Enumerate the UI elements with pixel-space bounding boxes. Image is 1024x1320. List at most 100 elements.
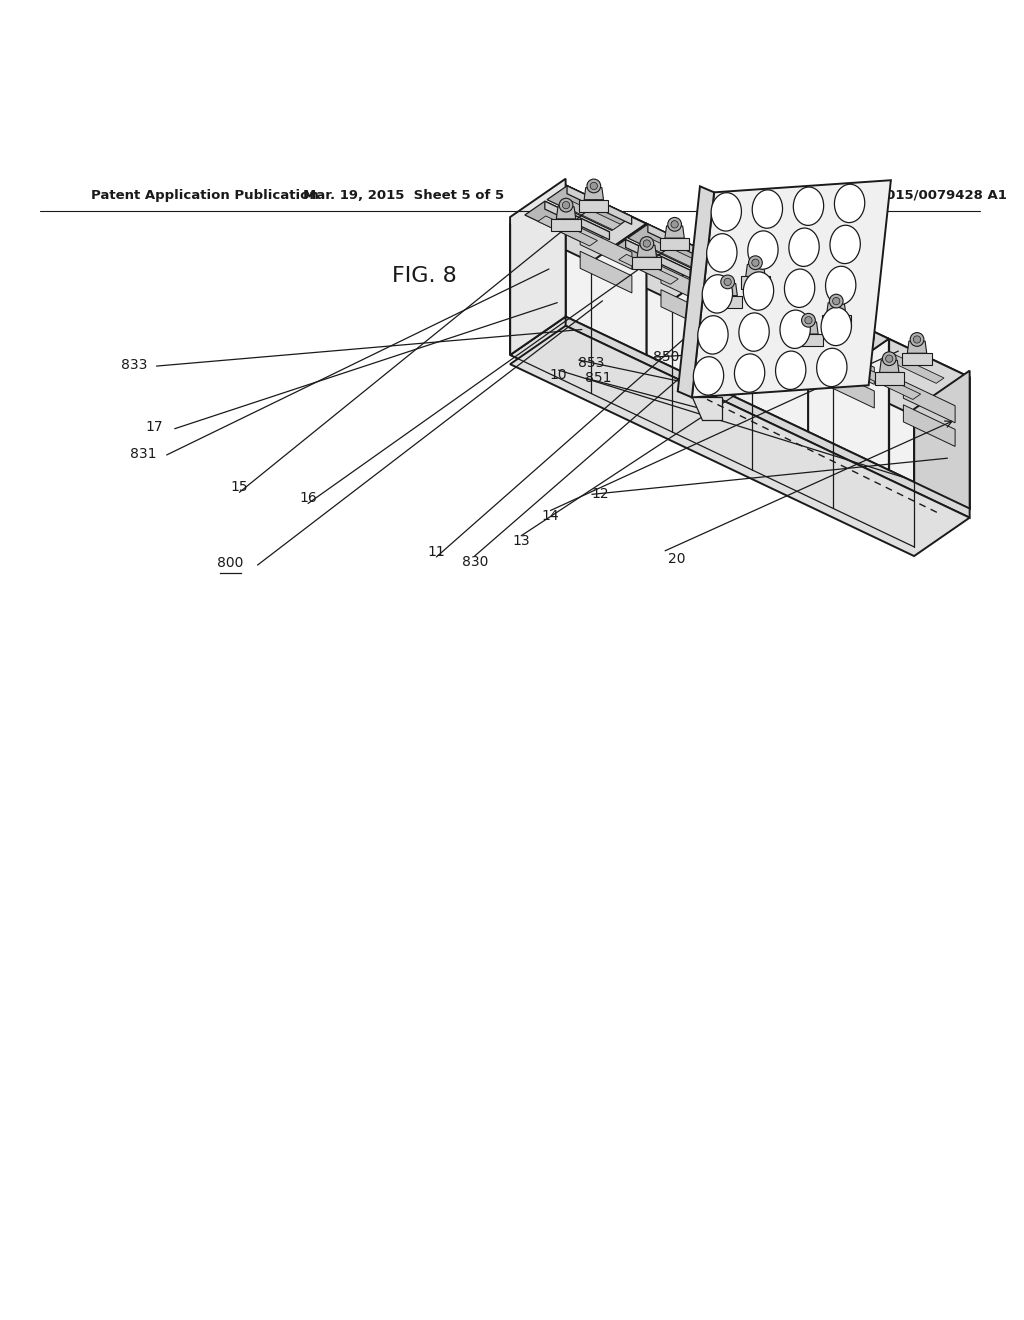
Circle shape xyxy=(886,355,893,362)
Polygon shape xyxy=(787,317,852,355)
Text: 833: 833 xyxy=(121,358,147,372)
Text: Mar. 19, 2015  Sheet 5 of 5: Mar. 19, 2015 Sheet 5 of 5 xyxy=(303,189,505,202)
Ellipse shape xyxy=(702,275,732,313)
Circle shape xyxy=(643,240,650,247)
Ellipse shape xyxy=(753,190,782,228)
Circle shape xyxy=(883,352,896,366)
Circle shape xyxy=(829,294,843,308)
Polygon shape xyxy=(581,251,632,293)
Polygon shape xyxy=(767,317,852,360)
Circle shape xyxy=(559,198,572,213)
Text: 850: 850 xyxy=(653,350,680,364)
Polygon shape xyxy=(907,341,927,354)
Polygon shape xyxy=(628,224,713,269)
Polygon shape xyxy=(822,343,874,384)
Text: 831: 831 xyxy=(130,447,157,461)
Polygon shape xyxy=(581,227,632,269)
Polygon shape xyxy=(646,223,727,393)
Polygon shape xyxy=(809,301,874,339)
Polygon shape xyxy=(686,279,771,322)
Text: 853: 853 xyxy=(578,356,604,370)
Polygon shape xyxy=(903,405,955,446)
Ellipse shape xyxy=(693,356,724,395)
Polygon shape xyxy=(591,223,727,301)
Polygon shape xyxy=(637,246,656,257)
Text: FIG. 8: FIG. 8 xyxy=(392,267,457,286)
Polygon shape xyxy=(648,224,713,263)
Polygon shape xyxy=(822,367,874,408)
Polygon shape xyxy=(727,263,808,432)
Circle shape xyxy=(805,317,812,323)
Circle shape xyxy=(724,279,731,285)
Polygon shape xyxy=(672,263,808,339)
Ellipse shape xyxy=(794,187,823,226)
Circle shape xyxy=(749,256,762,269)
Polygon shape xyxy=(580,199,608,211)
Ellipse shape xyxy=(821,308,851,346)
Text: 16: 16 xyxy=(299,491,317,506)
Polygon shape xyxy=(510,185,646,263)
Circle shape xyxy=(590,182,597,190)
Ellipse shape xyxy=(734,354,765,392)
Polygon shape xyxy=(914,378,970,546)
Polygon shape xyxy=(834,339,970,416)
Polygon shape xyxy=(618,255,678,284)
Text: US 2015/0079428 A1: US 2015/0079428 A1 xyxy=(852,189,1007,202)
Polygon shape xyxy=(885,354,944,383)
Polygon shape xyxy=(642,238,701,268)
Polygon shape xyxy=(510,178,565,355)
Ellipse shape xyxy=(748,231,778,269)
Polygon shape xyxy=(821,315,851,327)
Ellipse shape xyxy=(707,234,737,272)
Text: 11: 11 xyxy=(427,545,445,558)
Circle shape xyxy=(913,335,921,343)
Ellipse shape xyxy=(739,313,769,351)
Polygon shape xyxy=(545,201,609,240)
Ellipse shape xyxy=(817,348,847,387)
Polygon shape xyxy=(665,226,684,238)
Polygon shape xyxy=(707,279,771,317)
Circle shape xyxy=(587,180,601,193)
Polygon shape xyxy=(699,293,759,322)
Text: 14: 14 xyxy=(542,508,559,523)
Polygon shape xyxy=(723,277,782,306)
Polygon shape xyxy=(692,397,722,420)
Polygon shape xyxy=(713,296,742,308)
Polygon shape xyxy=(874,372,904,384)
Polygon shape xyxy=(565,185,646,355)
Polygon shape xyxy=(626,239,690,279)
Polygon shape xyxy=(790,301,874,346)
Polygon shape xyxy=(510,317,970,546)
Text: 851: 851 xyxy=(585,371,611,385)
Circle shape xyxy=(833,297,840,305)
Ellipse shape xyxy=(830,226,860,264)
Ellipse shape xyxy=(775,351,806,389)
Polygon shape xyxy=(718,284,737,296)
Polygon shape xyxy=(753,301,889,378)
Polygon shape xyxy=(538,216,597,246)
Polygon shape xyxy=(525,201,609,246)
Polygon shape xyxy=(741,276,770,289)
Ellipse shape xyxy=(788,228,819,267)
Polygon shape xyxy=(861,370,921,400)
Polygon shape xyxy=(889,339,970,508)
Ellipse shape xyxy=(835,185,864,223)
Polygon shape xyxy=(510,326,970,556)
Text: 17: 17 xyxy=(145,420,164,434)
Polygon shape xyxy=(799,322,818,334)
Polygon shape xyxy=(741,305,794,346)
Polygon shape xyxy=(902,354,932,366)
Polygon shape xyxy=(584,187,603,199)
Text: 13: 13 xyxy=(512,533,530,548)
Polygon shape xyxy=(556,207,575,219)
Ellipse shape xyxy=(784,269,815,308)
Ellipse shape xyxy=(743,272,774,310)
Circle shape xyxy=(640,236,653,251)
Polygon shape xyxy=(660,267,713,308)
Text: 10: 10 xyxy=(550,368,567,383)
Text: 830: 830 xyxy=(462,554,487,569)
Polygon shape xyxy=(561,199,621,230)
Text: 800: 800 xyxy=(217,556,244,570)
Text: 15: 15 xyxy=(230,480,248,494)
Polygon shape xyxy=(565,317,970,517)
